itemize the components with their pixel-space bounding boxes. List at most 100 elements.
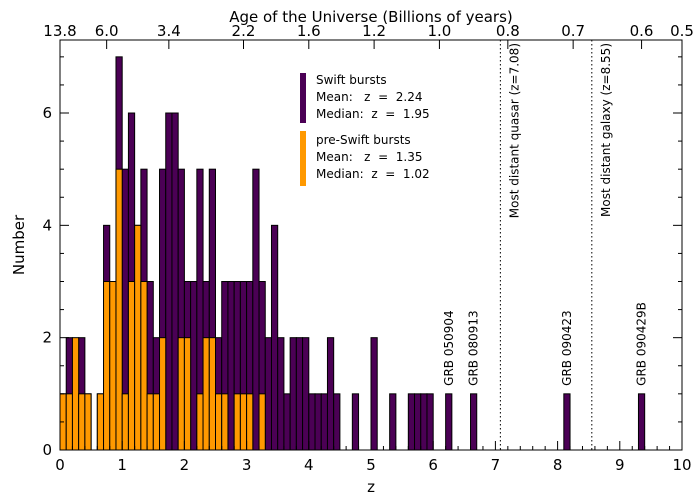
x-tick-label: 6 bbox=[428, 456, 438, 474]
top-tick-label: 1.6 bbox=[297, 22, 321, 40]
preswift-bar bbox=[78, 393, 86, 451]
preswift-bar bbox=[134, 224, 142, 451]
x-tick-label: 1 bbox=[117, 456, 127, 474]
preswift-bar bbox=[246, 393, 254, 451]
preswift-bar bbox=[202, 337, 210, 451]
swift-bar bbox=[333, 393, 341, 451]
legend-swift-mean: Mean: z = 2.24 bbox=[316, 90, 423, 104]
preswift-bar bbox=[159, 337, 167, 451]
legend-preswift-median: Median: z = 1.02 bbox=[316, 167, 430, 181]
axes: 0 1 2 3 4 5 6 7 8 9 10 13.8 6.0 3.4 2.2 1.6 1.2 1.0 0.8 0.7… bbox=[42, 22, 693, 474]
swift-bar bbox=[171, 112, 179, 451]
preswift-bar bbox=[103, 281, 111, 451]
grb-bar bbox=[563, 393, 571, 451]
grb-label: GRB 050904 bbox=[442, 310, 456, 386]
preswift-bar bbox=[65, 393, 73, 451]
top-tick-label: 1.0 bbox=[427, 22, 451, 40]
preswift-bar bbox=[127, 281, 136, 451]
swift-bar bbox=[295, 337, 304, 451]
y-tick-label: 0 bbox=[42, 441, 52, 459]
swift-bar bbox=[227, 281, 235, 451]
grb-bar bbox=[637, 393, 646, 451]
swift-bar bbox=[314, 393, 322, 451]
swift-bar bbox=[277, 337, 285, 451]
swift-bar bbox=[264, 337, 272, 451]
x-tick-label: 4 bbox=[304, 456, 314, 474]
top-tick-label: 0.7 bbox=[561, 22, 585, 40]
swift-bar bbox=[426, 393, 434, 451]
top-tick-label: 0.8 bbox=[496, 22, 520, 40]
swift-bar bbox=[420, 393, 428, 451]
x-tick-label: 10 bbox=[672, 456, 691, 474]
swift-bar bbox=[326, 337, 335, 451]
preswift-bar bbox=[84, 393, 92, 451]
top-tick-label: 6.0 bbox=[95, 22, 119, 40]
top-tick-label: 1.2 bbox=[362, 22, 386, 40]
swift-bar bbox=[351, 393, 360, 451]
x-tick-label: 7 bbox=[491, 456, 501, 474]
preswift-bar bbox=[239, 393, 248, 451]
reference-lines: Most distant quasar (z=7.08) Most distant… bbox=[499, 40, 613, 450]
legend-swatch-preswift bbox=[300, 131, 306, 186]
x-tick-label: 8 bbox=[553, 456, 563, 474]
preswift-bar bbox=[221, 393, 229, 451]
preswift-bar bbox=[140, 281, 148, 451]
reference-line-label: Most distant quasar (z=7.08) bbox=[507, 43, 521, 218]
x-tick-label: 2 bbox=[180, 456, 190, 474]
grb-bars: GRB 050904 GRB 080913 GRB 090423 GRB 090429… bbox=[442, 302, 649, 451]
swift-bar bbox=[414, 393, 422, 451]
preswift-bar bbox=[183, 337, 192, 451]
y-tick-label: 2 bbox=[42, 329, 52, 347]
x-tick-label: 3 bbox=[242, 456, 252, 474]
legend-swift-median: Median: z = 1.95 bbox=[316, 107, 430, 121]
preswift-bar bbox=[177, 337, 185, 451]
preswift-bar bbox=[233, 393, 241, 451]
preswift-bar bbox=[152, 393, 161, 451]
x-tick-label: 0 bbox=[55, 456, 65, 474]
swift-bar bbox=[270, 224, 279, 451]
top-tick-label: 3.4 bbox=[157, 22, 181, 40]
swift-bar bbox=[289, 337, 297, 451]
preswift-bar bbox=[215, 393, 223, 451]
histogram-bars bbox=[59, 56, 434, 451]
swift-bar bbox=[283, 393, 291, 451]
swift-bar bbox=[165, 112, 173, 451]
top-tick-label: 0.5 bbox=[670, 22, 694, 40]
top-tick-label: 2.2 bbox=[232, 22, 256, 40]
legend-preswift-mean: Mean: z = 1.35 bbox=[316, 150, 423, 164]
legend: Swift bursts Mean: z = 2.24 Median: z = … bbox=[300, 73, 430, 186]
grb-bar bbox=[470, 393, 478, 451]
preswift-bar bbox=[196, 393, 204, 451]
swift-bar bbox=[370, 337, 378, 451]
top-tick-label: 0.6 bbox=[630, 22, 654, 40]
grb-bar bbox=[445, 393, 453, 451]
preswift-bar bbox=[109, 281, 117, 451]
y-tick-label: 4 bbox=[42, 216, 52, 234]
top-axis-title: Age of the Universe (Billions of years) bbox=[229, 8, 513, 26]
swift-bar bbox=[190, 281, 198, 451]
grb-label: GRB 090423 bbox=[560, 310, 574, 386]
reference-line-label: Most distant galaxy (z=8.55) bbox=[599, 43, 613, 217]
swift-bar bbox=[252, 168, 260, 451]
y-tick-label: 6 bbox=[42, 104, 52, 122]
grb-label: GRB 090429B bbox=[635, 302, 649, 386]
legend-preswift-title: pre-Swift bursts bbox=[316, 133, 411, 147]
swift-bar bbox=[308, 393, 316, 451]
grb-label: GRB 080913 bbox=[467, 310, 481, 386]
x-tick-label: 9 bbox=[615, 456, 625, 474]
preswift-bar bbox=[96, 393, 105, 451]
legend-swift-title: Swift bursts bbox=[316, 73, 387, 87]
preswift-bar bbox=[121, 393, 129, 451]
preswift-bar bbox=[146, 393, 154, 451]
swift-bar bbox=[302, 337, 310, 451]
y-axis-title: Number bbox=[10, 214, 28, 275]
x-tick-label: 5 bbox=[366, 456, 376, 474]
top-tick-label: 13.8 bbox=[43, 22, 76, 40]
preswift-bar bbox=[71, 337, 80, 451]
legend-swatch-swift bbox=[300, 73, 306, 123]
swift-bar bbox=[320, 393, 328, 451]
preswift-bar bbox=[115, 168, 123, 451]
swift-bar bbox=[407, 393, 416, 451]
preswift-bar bbox=[208, 337, 216, 451]
